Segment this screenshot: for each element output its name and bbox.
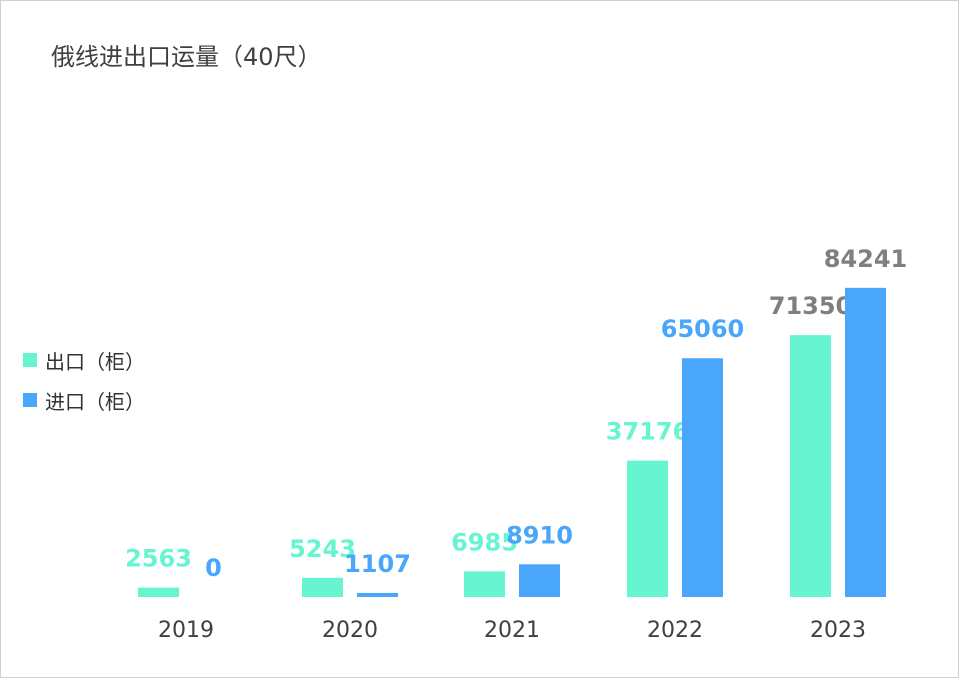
legend-swatch-import	[23, 393, 37, 407]
x-tick-2021: 2021	[484, 618, 540, 643]
bar-import-2020	[357, 592, 398, 597]
data-label-import-2020: 1107	[344, 550, 411, 578]
x-tick-2023: 2023	[810, 618, 866, 643]
bar-export-2023	[790, 335, 831, 597]
x-tick-2022: 2022	[647, 618, 703, 643]
legend-label-import: 进口（柜）	[45, 389, 145, 414]
chart-frame: 俄线进出口运量（40尺） 出口（柜） 进口（柜） 2563 0 2019 5243 11…	[0, 0, 959, 678]
x-tick-2020: 2020	[322, 618, 378, 643]
bar-import-2022	[682, 358, 723, 597]
bar-export-2022	[627, 460, 668, 597]
legend-label-export: 出口（柜）	[45, 349, 145, 374]
data-label-export-2019: 2563	[125, 545, 192, 573]
bar-import-2023	[845, 287, 886, 597]
chart-title: 俄线进出口运量（40尺）	[51, 43, 322, 71]
data-label-import-2019: 0	[205, 554, 222, 582]
data-label-export-2020: 5243	[289, 535, 356, 563]
bar-import-2021	[519, 564, 560, 597]
bar-export-2019	[138, 587, 179, 597]
data-label-export-2023: 71350	[769, 292, 853, 320]
bar-export-2020	[302, 577, 343, 597]
data-label-export-2021: 6985	[451, 528, 518, 556]
data-label-import-2021: 8910	[506, 521, 573, 549]
bar-export-2021	[464, 571, 505, 597]
data-label-import-2022: 65060	[661, 315, 745, 343]
data-label-import-2023: 84241	[824, 245, 908, 273]
x-tick-2019: 2019	[158, 618, 214, 643]
legend-item-import: 进口（柜）	[23, 385, 145, 415]
legend-swatch-export	[23, 353, 37, 367]
legend-item-export: 出口（柜）	[23, 345, 145, 375]
data-label-export-2022: 37176	[606, 418, 690, 446]
legend: 出口（柜） 进口（柜）	[23, 345, 145, 425]
